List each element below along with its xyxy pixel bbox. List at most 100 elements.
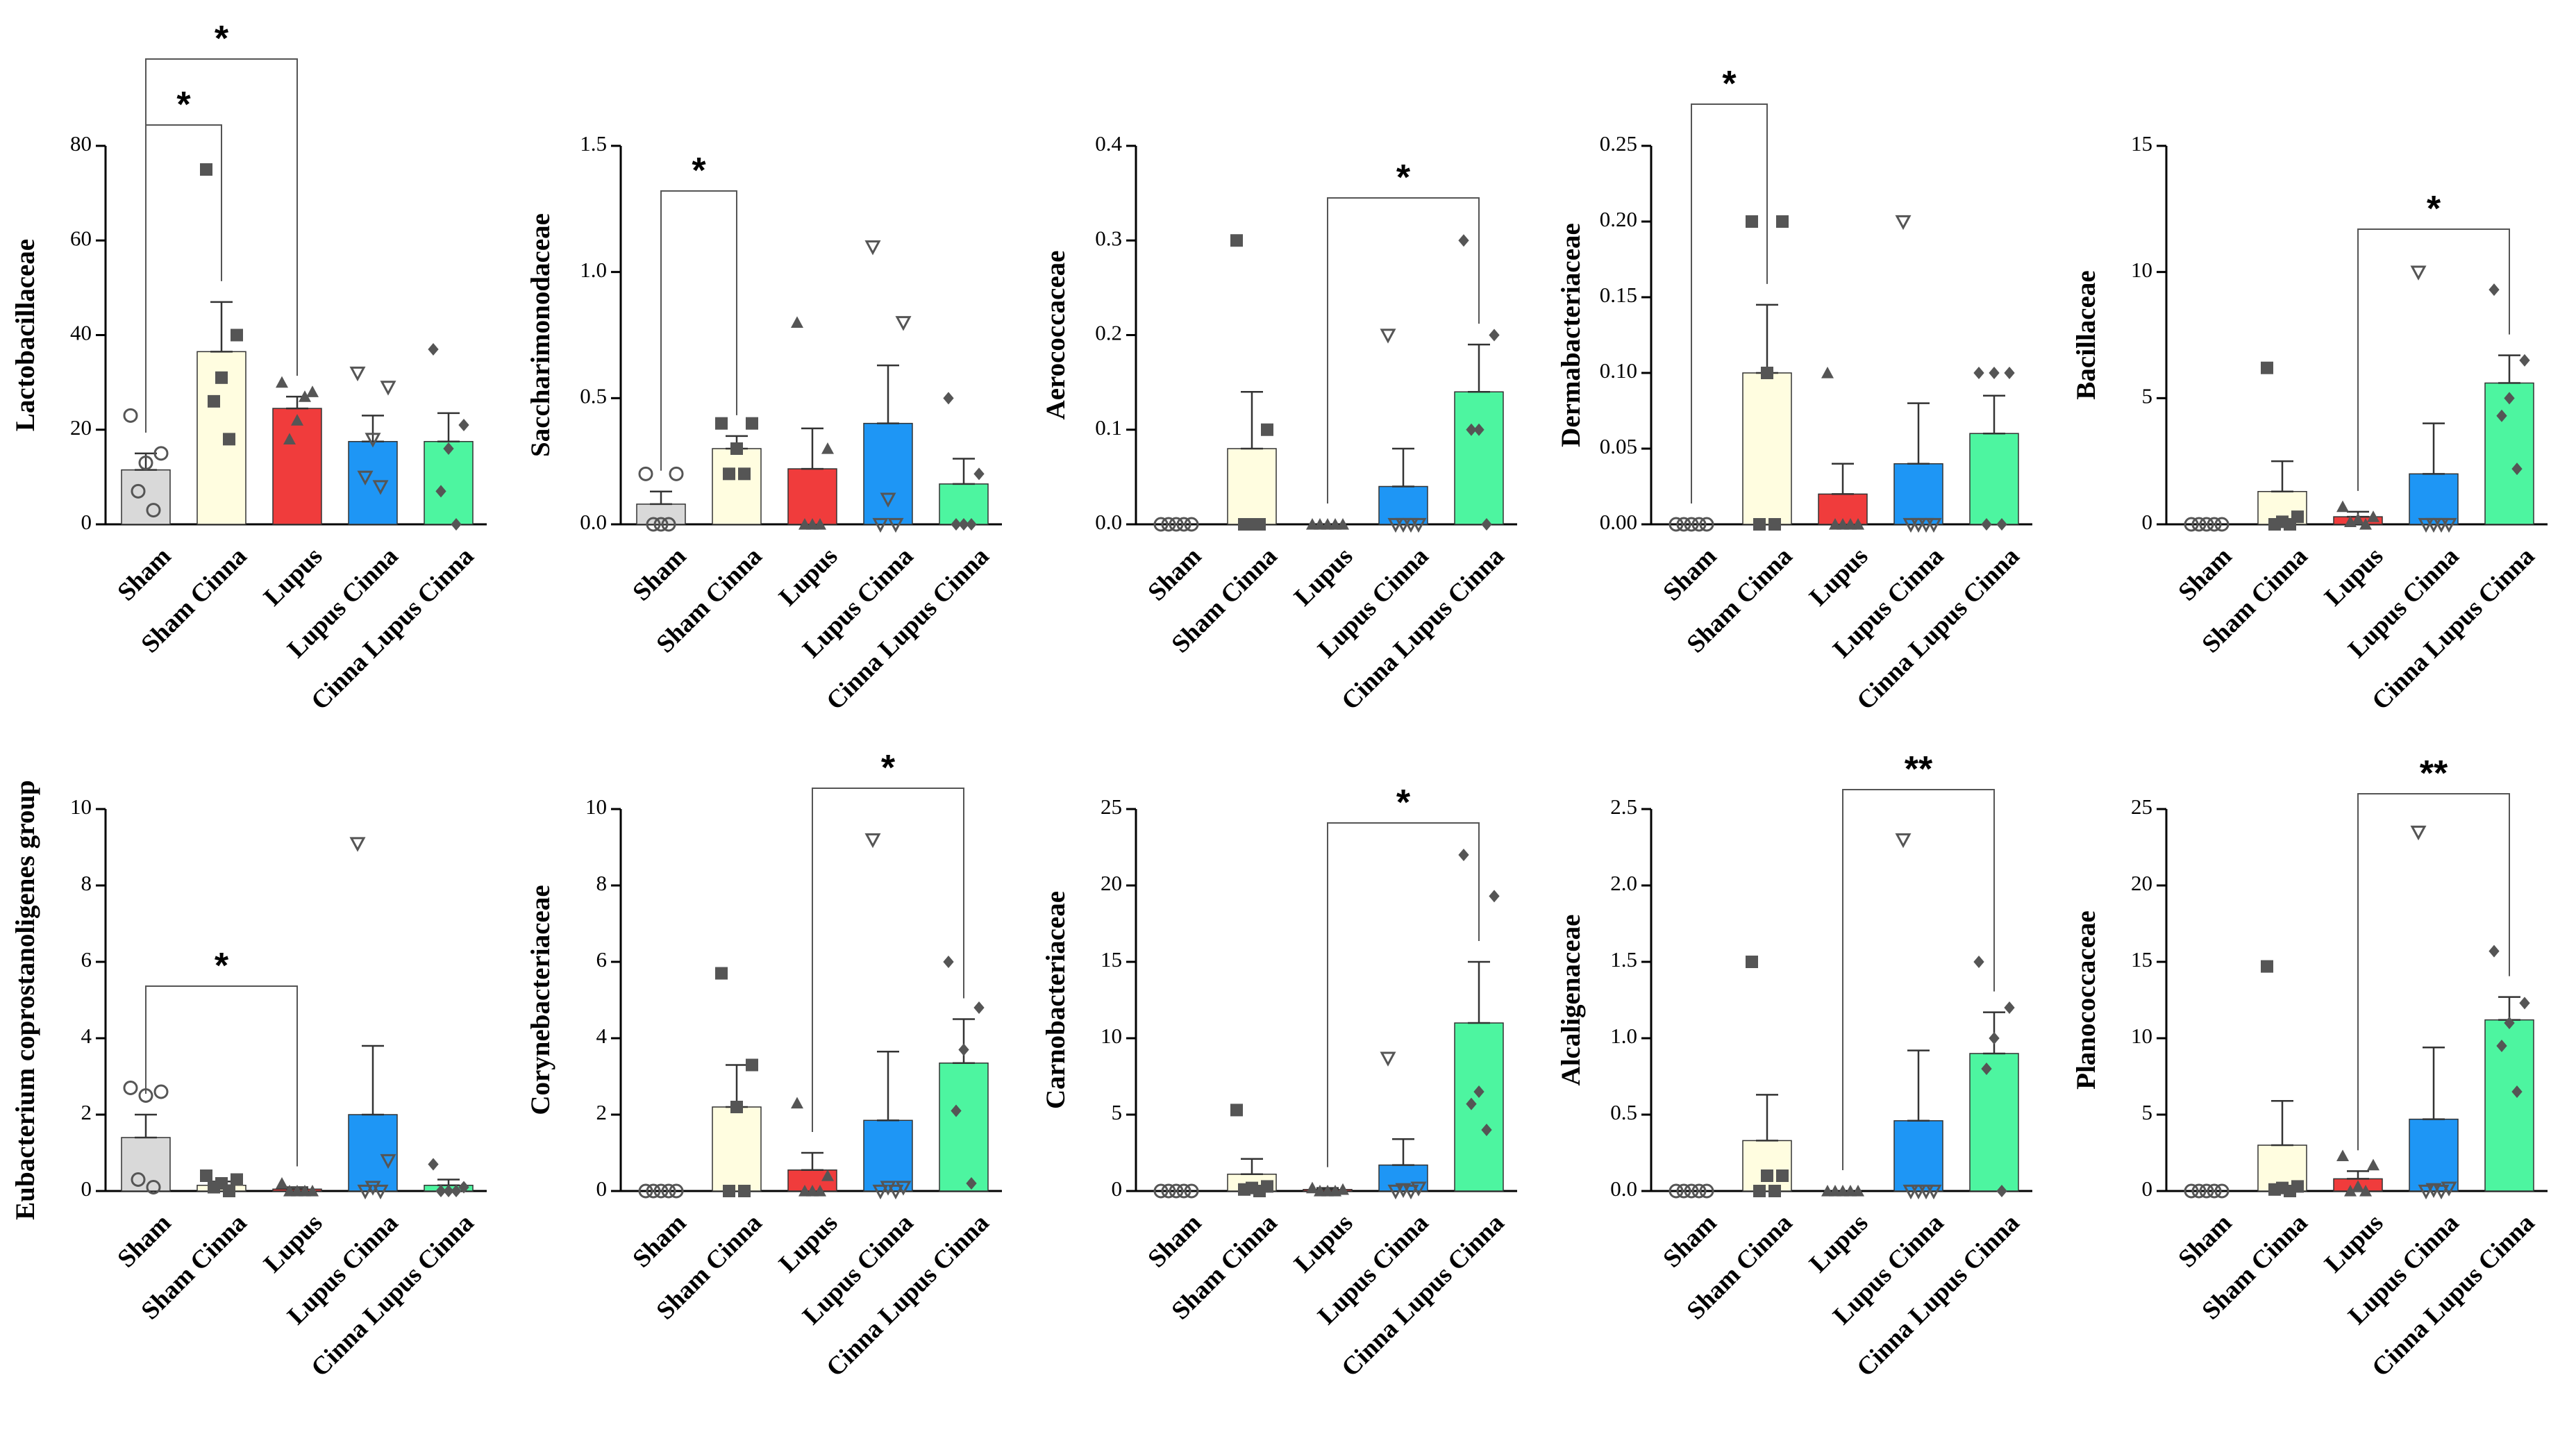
data-point — [1753, 518, 1766, 531]
data-point — [661, 517, 676, 532]
significance-label: * — [215, 946, 229, 986]
data-point — [2359, 1185, 2372, 1197]
y-tick-label: 25 — [2131, 794, 2152, 819]
data-point — [746, 417, 758, 430]
data-point — [1895, 215, 1912, 231]
data-point — [2261, 960, 2273, 973]
data-point — [1996, 1185, 2007, 1197]
y-axis-label: Alcaligenaceae — [1556, 915, 1586, 1086]
y-tick-label: 5 — [2142, 1100, 2153, 1124]
y-tick-label: 0.15 — [1600, 283, 1637, 307]
y-tick-label: 2 — [596, 1100, 608, 1124]
data-point — [1973, 956, 1984, 968]
bar-cinna-lupus-cinna — [2484, 382, 2534, 525]
data-point — [1925, 517, 1942, 533]
chart-panel-planococcaceae: Planococcaceae 0 5 10 15 20 25 Sham Sham Cinna Lu… — [2061, 722, 2576, 1429]
category-label-lupus: Lupus — [258, 1208, 328, 1278]
data-point — [2511, 463, 2523, 476]
bar-lupus-cinna — [2409, 473, 2459, 525]
significance-label: * — [215, 19, 229, 59]
data-point — [443, 1185, 454, 1197]
data-point — [1176, 1183, 1191, 1199]
data-point — [1253, 518, 1266, 531]
chart-svg: Alcaligenaceae0.00.51.01.52.02.5ShamSham… — [1556, 749, 2032, 1383]
chart-panel-corynebacteriaceae: Corynebacteriaceae 0 2 4 6 8 10 Sham Sham Cinna L… — [515, 722, 1030, 1429]
y-tick-label: 0 — [1112, 1176, 1123, 1201]
data-point — [2433, 1184, 2450, 1200]
data-point — [2519, 997, 2530, 1010]
data-point — [1676, 517, 1691, 532]
data-point — [880, 492, 896, 508]
bar-lupus-cinna — [348, 441, 398, 525]
data-point — [380, 381, 396, 396]
category-label-sham: Sham — [1142, 542, 1207, 606]
data-point — [146, 503, 161, 518]
data-point — [943, 392, 954, 405]
y-tick-label: 0.4 — [1095, 131, 1122, 156]
data-point — [223, 433, 235, 446]
y-axis-label: Saccharimonodaceae — [526, 213, 555, 457]
data-point — [2184, 517, 2199, 532]
data-point — [2268, 1183, 2281, 1196]
bar-cinna-lupus-cinna — [2484, 1019, 2534, 1192]
data-point — [1153, 517, 1169, 532]
data-point — [1910, 517, 1927, 533]
significance-bracket — [1327, 822, 1480, 1167]
y-tick-label: 0 — [81, 510, 92, 534]
data-point — [2519, 353, 2530, 367]
data-point — [1403, 1184, 1419, 1200]
significance-bracket — [1691, 103, 1768, 503]
data-point — [208, 394, 220, 408]
data-point — [357, 1184, 374, 1200]
y-axis-label: Dermabacteriaceae — [1556, 223, 1586, 447]
bar-sham-cinna — [712, 448, 762, 525]
data-point — [1153, 1183, 1169, 1199]
data-point — [951, 518, 962, 531]
data-point — [1981, 1063, 1992, 1075]
chart-panel-dermabacteriaceae: Dermabacteriaceae 0.00 0.05 0.10 0.15 0.20 0.2… — [1546, 0, 2061, 722]
data-point — [428, 1158, 439, 1171]
data-point — [2207, 1183, 2222, 1199]
bar-cinna-lupus-cinna — [1454, 1022, 1504, 1192]
data-point — [2199, 517, 2214, 532]
category-label-lupus: Lupus — [773, 542, 843, 611]
data-point — [1238, 518, 1251, 531]
data-point — [2191, 1183, 2207, 1199]
data-point — [380, 1154, 396, 1169]
bar-sham-cinna — [1742, 1140, 1792, 1192]
data-point — [372, 1184, 389, 1200]
data-point — [1387, 517, 1404, 533]
data-point — [821, 1169, 834, 1181]
category-label-lupus: Lupus — [2319, 1208, 2389, 1278]
data-point — [299, 390, 311, 402]
category-label-sham: Sham — [1142, 1208, 1207, 1273]
data-point — [1489, 328, 1500, 342]
bar-lupus-cinna — [863, 422, 913, 525]
data-point — [1821, 367, 1834, 378]
y-tick-label: 0.5 — [580, 383, 607, 408]
y-tick-label: 6 — [596, 947, 608, 972]
data-point — [653, 517, 669, 532]
significance-bracket — [2357, 228, 2510, 491]
y-tick-label: 10 — [1101, 1024, 1122, 1048]
data-point — [2433, 517, 2450, 533]
data-point — [2504, 392, 2515, 405]
data-point — [1844, 518, 1857, 530]
data-point — [153, 1084, 169, 1099]
data-point — [2284, 518, 2296, 531]
data-point — [864, 833, 881, 849]
chart-panel-aerococcaceae: Aerococcaceae 0.0 0.1 0.2 0.3 0.4 Sham Sham Cin… — [1030, 0, 1546, 722]
data-point — [1238, 1183, 1251, 1196]
bar-cinna-lupus-cinna — [939, 1063, 989, 1192]
data-point — [814, 518, 826, 530]
bar-sham — [636, 503, 686, 525]
significance-label: * — [1722, 64, 1737, 104]
data-point — [2441, 517, 2457, 533]
data-point — [1458, 234, 1469, 247]
y-tick-label: 0.25 — [1600, 131, 1637, 156]
category-label-sham: Sham — [1657, 542, 1722, 606]
data-point — [738, 467, 751, 481]
data-point — [1403, 517, 1419, 533]
data-point — [1776, 215, 1789, 228]
y-tick-label: 80 — [70, 131, 92, 156]
